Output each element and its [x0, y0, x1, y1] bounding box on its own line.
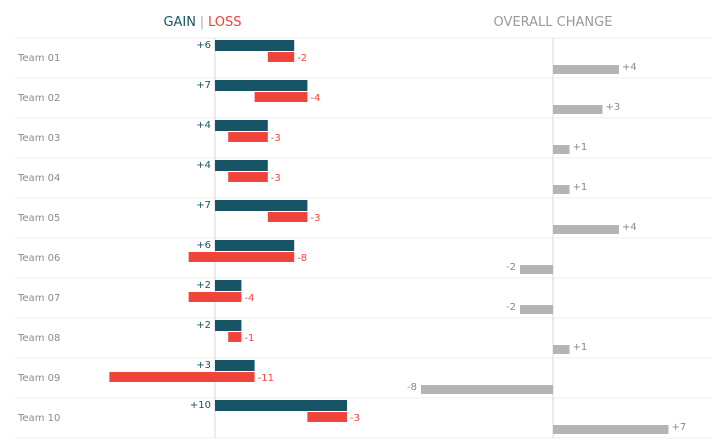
loss-bar — [267, 212, 308, 222]
team-label: Team 02 — [17, 93, 60, 104]
gain-bar — [215, 40, 295, 51]
gain-bar — [215, 80, 308, 91]
overall-label: +1 — [573, 182, 588, 193]
overall-bar — [520, 305, 553, 314]
overall-label: +7 — [672, 422, 687, 433]
loss-bar — [109, 372, 255, 382]
team-label: Team 05 — [17, 213, 60, 224]
gain-bar — [215, 120, 268, 131]
overall-bar — [553, 225, 619, 234]
gain-bar — [215, 240, 295, 251]
team-label: Team 03 — [17, 133, 60, 144]
overall-bar — [553, 185, 570, 194]
overall-label: +4 — [622, 222, 637, 233]
overall-label: -2 — [506, 262, 516, 273]
overall-bar — [520, 265, 553, 274]
header-separator: | — [200, 15, 204, 30]
loss-label: -1 — [244, 333, 254, 344]
overall-bar — [421, 385, 553, 394]
team-label: Team 09 — [17, 373, 60, 384]
loss-label: -3 — [271, 133, 281, 144]
team-label: Team 08 — [17, 333, 60, 344]
loss-bar — [307, 412, 347, 422]
loss-bar — [228, 132, 268, 142]
loss-bar — [228, 332, 242, 342]
gain-bar — [215, 320, 242, 331]
overall-bar — [553, 345, 570, 354]
loss-bar — [267, 52, 295, 62]
loss-label: -2 — [297, 53, 307, 64]
overall-label: +1 — [573, 342, 588, 353]
loss-label: -11 — [258, 373, 274, 384]
team-label: Team 01 — [17, 53, 60, 64]
loss-label: -4 — [244, 293, 254, 304]
overall-label: +4 — [622, 62, 637, 73]
team-label: Team 10 — [17, 413, 60, 424]
gain-label: +7 — [196, 80, 211, 91]
header-gain: GAIN — [163, 15, 196, 30]
overall-bar — [553, 145, 570, 154]
loss-bar — [188, 252, 295, 262]
gain-bar — [215, 280, 242, 291]
overall-bar — [553, 65, 619, 74]
header-loss: LOSS — [208, 15, 242, 30]
gain-label: +4 — [196, 160, 211, 171]
overall-label: +3 — [606, 102, 621, 113]
overall-label: -8 — [407, 382, 417, 393]
gain-label: +4 — [196, 120, 211, 131]
loss-label: -3 — [271, 173, 281, 184]
overall-label: -2 — [506, 302, 516, 313]
team-label: Team 04 — [17, 173, 60, 184]
loss-bar — [228, 172, 268, 182]
overall-bar — [553, 105, 603, 114]
loss-bar — [188, 292, 242, 302]
loss-label: -8 — [297, 253, 307, 264]
loss-bar — [254, 92, 308, 102]
gain-label: +7 — [196, 200, 211, 211]
team-label: Team 06 — [17, 253, 60, 264]
gain-bar — [215, 400, 347, 411]
overall-bar — [553, 425, 669, 434]
gain-label: +2 — [196, 320, 211, 331]
loss-label: -3 — [350, 413, 360, 424]
gain-label: +2 — [196, 280, 211, 291]
gain-label: +6 — [196, 240, 211, 251]
loss-label: -3 — [310, 213, 320, 224]
gain-bar — [215, 160, 268, 171]
header-overall-change: OVERALL CHANGE — [494, 15, 613, 30]
gain-label: +10 — [190, 400, 211, 411]
loss-label: -4 — [310, 93, 320, 104]
team-label: Team 07 — [17, 293, 60, 304]
gain-bar — [215, 360, 255, 371]
gain-label: +3 — [196, 360, 211, 371]
gain-label: +6 — [196, 40, 211, 51]
gain-bar — [215, 200, 308, 211]
overall-label: +1 — [573, 142, 588, 153]
